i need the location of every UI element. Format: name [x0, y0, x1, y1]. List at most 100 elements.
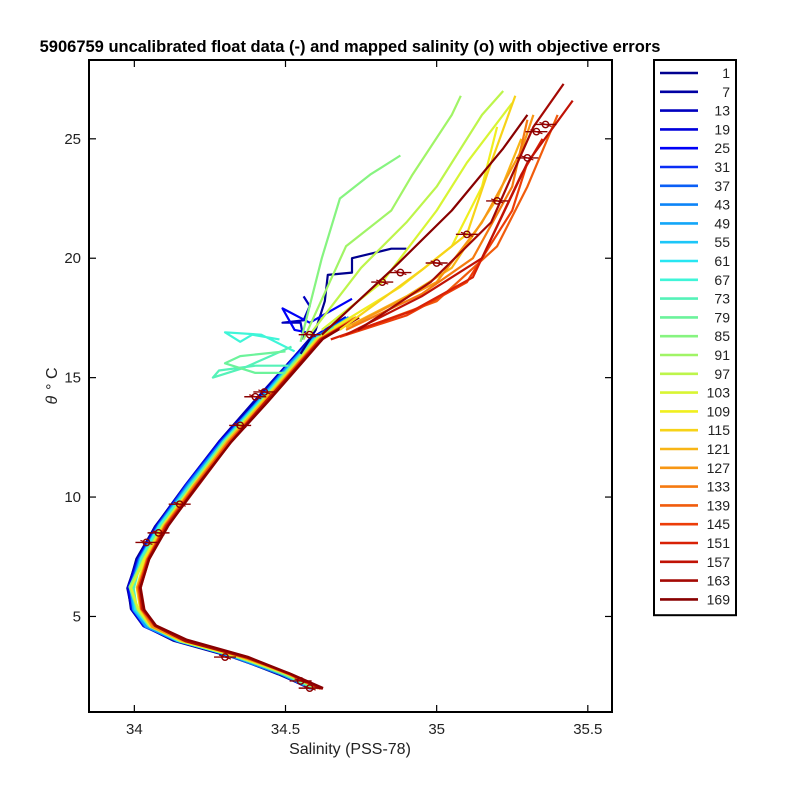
x-tick-label: 34	[126, 721, 143, 738]
legend-label: 73	[714, 291, 730, 307]
series-line	[281, 295, 311, 340]
legend-label: 25	[714, 140, 730, 156]
legend-item: 1	[660, 65, 730, 81]
error-marker	[425, 259, 448, 267]
legend-label: 145	[707, 516, 731, 532]
legend-label: 91	[714, 347, 730, 363]
series-line	[299, 154, 401, 343]
legend-item: 67	[660, 272, 730, 288]
legend-item: 103	[660, 385, 730, 401]
legend-item: 49	[660, 215, 730, 231]
legend-label: 37	[714, 178, 730, 194]
error-marker	[371, 278, 394, 287]
x-axis-label: Salinity (PSS-78)	[289, 741, 411, 758]
legend-label: 49	[714, 215, 730, 231]
legend-item: 37	[660, 178, 730, 194]
error-marker	[168, 500, 191, 509]
legend-label: 121	[707, 441, 731, 457]
y-tick-label: 5	[73, 608, 81, 625]
legend-label: 97	[714, 366, 730, 382]
error-marker	[244, 392, 267, 401]
legend-item: 127	[660, 460, 730, 476]
legend-label: 169	[707, 591, 731, 607]
y-axis-label-symbol: θ	[44, 396, 61, 405]
error-marker	[534, 120, 557, 129]
legend-item: 73	[660, 291, 730, 307]
error-marker	[389, 268, 412, 277]
legend-label: 139	[707, 497, 731, 513]
series-line	[281, 297, 353, 334]
y-axis-label-unit: ° C	[44, 367, 61, 389]
legend-item: 25	[660, 140, 730, 156]
legend-item: 85	[660, 328, 730, 344]
legend-item: 79	[660, 309, 730, 325]
y-axis: 5 10 15 20 25	[64, 131, 612, 625]
legend-item: 55	[660, 234, 730, 250]
series-line	[308, 90, 505, 336]
legend-item: 163	[660, 573, 730, 589]
error-marker	[147, 528, 170, 537]
legend-label: 103	[707, 385, 731, 401]
legend-item: 145	[660, 516, 730, 532]
series-line	[357, 83, 565, 331]
legend-item: 151	[660, 535, 730, 551]
y-tick-label: 20	[64, 250, 81, 267]
error-marker	[486, 197, 509, 205]
series-line	[339, 162, 529, 339]
legend-label: 19	[714, 121, 730, 137]
y-tick-label: 10	[64, 489, 81, 506]
legend-label: 79	[714, 309, 730, 325]
series-line	[139, 316, 360, 690]
legend-box	[653, 59, 737, 617]
legend-label: 61	[714, 253, 730, 269]
chart-title: 5906759 uncalibrated float data (-) and …	[40, 38, 661, 56]
legend-item: 43	[660, 197, 730, 213]
error-marker	[135, 538, 158, 547]
x-tick-label: 35	[428, 721, 445, 738]
legend-label: 127	[707, 460, 731, 476]
x-tick-label: 34.5	[271, 721, 300, 738]
legend-item: 61	[660, 253, 730, 269]
error-marker	[298, 684, 321, 693]
error-marker	[525, 127, 548, 136]
legend-label: 7	[722, 84, 730, 100]
x-axis: 34 34.5 35 35.5	[126, 60, 602, 738]
data-layer	[126, 83, 574, 693]
legend-item: 31	[660, 159, 730, 175]
y-axis-label: θ ° C	[44, 367, 61, 404]
error-marker	[214, 653, 237, 661]
x-tick-label: 35.5	[573, 721, 602, 738]
legend-item: 139	[660, 497, 730, 513]
legend-label: 43	[714, 197, 730, 213]
legend-item: 7	[660, 84, 730, 100]
legend-label: 13	[714, 103, 730, 119]
error-marker	[455, 230, 478, 239]
legend-item: 169	[660, 591, 730, 607]
legend-item: 91	[660, 347, 730, 363]
legend-label: 31	[714, 159, 730, 175]
legend-item: 133	[660, 479, 730, 495]
legend-item: 157	[660, 554, 730, 570]
legend-label: 151	[707, 535, 731, 551]
legend-item: 13	[660, 103, 730, 119]
legend-item: 109	[660, 403, 730, 419]
legend-item: 97	[660, 366, 730, 382]
series-line	[223, 331, 296, 353]
series-line	[321, 114, 529, 336]
legend-label: 1	[722, 65, 730, 81]
y-tick-label: 25	[64, 131, 81, 148]
legend-label: 157	[707, 554, 731, 570]
legend-item: 19	[660, 121, 730, 137]
error-marker	[253, 388, 276, 396]
legend-label: 115	[708, 422, 731, 438]
legend: 1 7 13 19 25 31 37 43 49 55 61 67 73 79 85 91 97 103 109 11…	[653, 59, 737, 617]
series-line	[211, 345, 292, 379]
legend-item: 121	[660, 441, 730, 457]
legend-label: 109	[707, 403, 731, 419]
series-line	[223, 350, 286, 374]
series-line	[345, 99, 574, 336]
legend-item: 115	[660, 422, 730, 438]
legend-label: 67	[714, 272, 730, 288]
